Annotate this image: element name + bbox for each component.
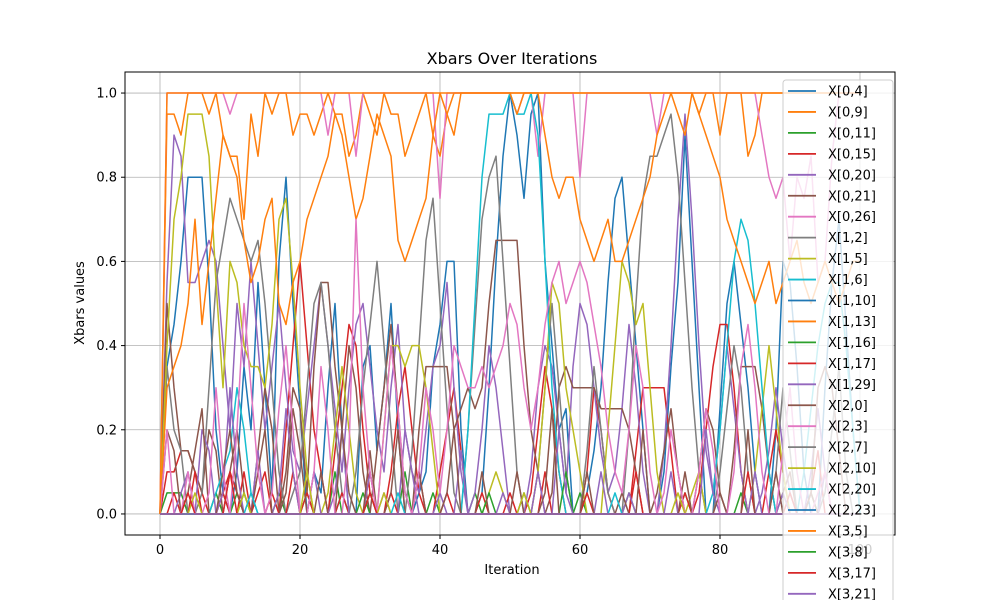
legend-label: X[2,20] — [828, 483, 876, 498]
legend: X[0,4] X[0,9] X[0,11] X[0,15] X[0,20] X[0,21]… — [782, 79, 894, 600]
legend-label: X[1,2] — [828, 231, 868, 246]
chart-title: Xbars Over Iterations — [427, 49, 598, 68]
x-tick-label: 80 — [712, 543, 729, 558]
legend-label: X[0,11] — [828, 126, 876, 141]
legend-label: X[2,10] — [828, 462, 876, 477]
x-tick-label: 60 — [572, 543, 589, 558]
legend-label: X[2,3] — [828, 420, 868, 435]
legend-label: X[1,10] — [828, 294, 876, 309]
series-line — [159, 92, 860, 515]
x-axis-label: Iteration — [484, 563, 539, 578]
legend-label: X[0,26] — [828, 210, 876, 225]
y-tick-label: 0.2 — [96, 423, 117, 438]
x-tick-label: 40 — [432, 543, 449, 558]
plot-frame — [124, 71, 896, 536]
legend-label: X[3,8] — [828, 545, 868, 560]
legend-label: X[0,21] — [828, 189, 876, 204]
legend-label: X[1,17] — [828, 357, 876, 372]
series-lines — [159, 92, 861, 515]
legend-label: X[3,5] — [828, 524, 868, 539]
y-tick-label: 1.0 — [96, 87, 117, 102]
legend-label: X[3,17] — [828, 566, 876, 581]
series-line — [160, 471, 860, 515]
y-tick-label: 0.6 — [96, 255, 117, 270]
legend-label: X[0,20] — [828, 168, 876, 183]
legend-label: X[1,5] — [828, 252, 868, 267]
legend-label: X[2,0] — [828, 399, 868, 414]
legend-label: X[2,7] — [828, 441, 868, 456]
legend-label: X[3,21] — [828, 587, 876, 600]
legend-box — [782, 79, 894, 600]
series-line — [159, 239, 860, 515]
x-tick-label: 20 — [292, 543, 309, 558]
legend-label: X[0,15] — [828, 147, 876, 162]
legend-label: X[1,29] — [828, 378, 876, 393]
series-line — [159, 218, 860, 515]
y-tick-label: 0.8 — [96, 171, 117, 186]
legend-label: X[1,13] — [828, 315, 876, 330]
legend-label: X[0,4] — [828, 85, 868, 100]
y-axis-label: Xbars values — [73, 261, 88, 345]
legend-label: X[1,6] — [828, 273, 868, 288]
legend-label: X[1,16] — [828, 336, 876, 351]
y-tick-label: 0.4 — [96, 339, 117, 354]
y-axis-ticks: 0.0 0.2 0.4 0.6 0.8 1.0 — [96, 87, 125, 522]
legend-label: X[2,23] — [828, 504, 876, 519]
legend-label: X[0,9] — [828, 105, 868, 120]
plot-area — [159, 92, 861, 515]
y-tick-label: 0.0 — [96, 507, 117, 522]
x-tick-label: 0 — [156, 543, 164, 558]
